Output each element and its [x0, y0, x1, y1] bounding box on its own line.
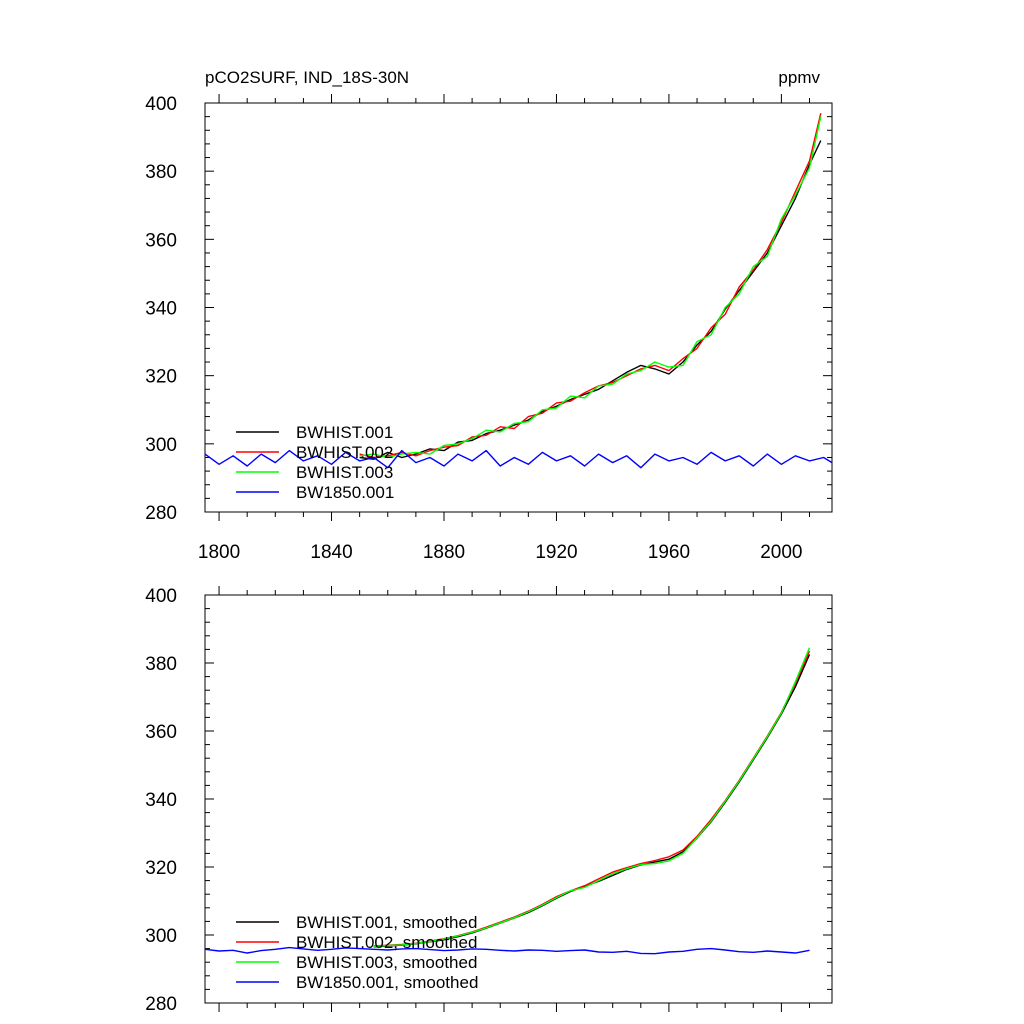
y-tick-label: 280 [145, 994, 177, 1015]
y-tick-label: 320 [145, 858, 177, 879]
x-tick-label: 1800 [198, 542, 240, 563]
y-tick-label: 300 [145, 435, 177, 456]
legend-label: BW1850.001, smoothed [296, 973, 478, 992]
annual-panel: 280 300 320 340 360 380 400 1800 1840 1880 1920 196… [145, 94, 833, 563]
y-tick-label: 380 [145, 654, 177, 675]
units-label: ppmv [778, 68, 820, 87]
x-tick-label: 1840 [310, 542, 352, 563]
y-tick-label: 360 [145, 722, 177, 743]
x-tick-label: 1920 [535, 542, 577, 563]
series-line-4 [204, 946, 810, 955]
legend-label: BWHIST.002, smoothed [296, 933, 477, 952]
y-tick-label: 280 [145, 503, 177, 524]
series-line-2 [359, 113, 822, 459]
series-line-3 [359, 116, 822, 459]
y-tick-label: 400 [145, 586, 177, 607]
y-tick-label: 340 [145, 790, 177, 811]
y-tick-label: 380 [145, 162, 177, 183]
series-line-3 [373, 647, 811, 948]
y-tick-label: 360 [145, 230, 177, 251]
series-line-4 [204, 449, 833, 469]
legend-label: BWHIST.003, smoothed [296, 953, 477, 972]
y-tick-label: 320 [145, 367, 177, 388]
chart-title: pCO2SURF, IND_18S-30N [205, 68, 409, 87]
x-tick-label: 1880 [423, 542, 465, 563]
legend-label: BW1850.001 [296, 483, 394, 502]
legend-label: BWHIST.002 [296, 443, 393, 462]
y-tick-label: 400 [145, 94, 177, 115]
legend-label: BWHIST.001 [296, 423, 393, 442]
x-tick-label: 1960 [648, 542, 690, 563]
y-tick-label: 340 [145, 299, 177, 320]
legend-label: BWHIST.003 [296, 463, 393, 482]
legend-label: BWHIST.001, smoothed [296, 913, 477, 932]
smoothed-panel: 280 300 320 340 360 380 400 BWHIST.001, smoothe… [145, 586, 833, 1015]
x-tick-label: 2000 [760, 542, 802, 563]
y-tick-label: 300 [145, 926, 177, 947]
